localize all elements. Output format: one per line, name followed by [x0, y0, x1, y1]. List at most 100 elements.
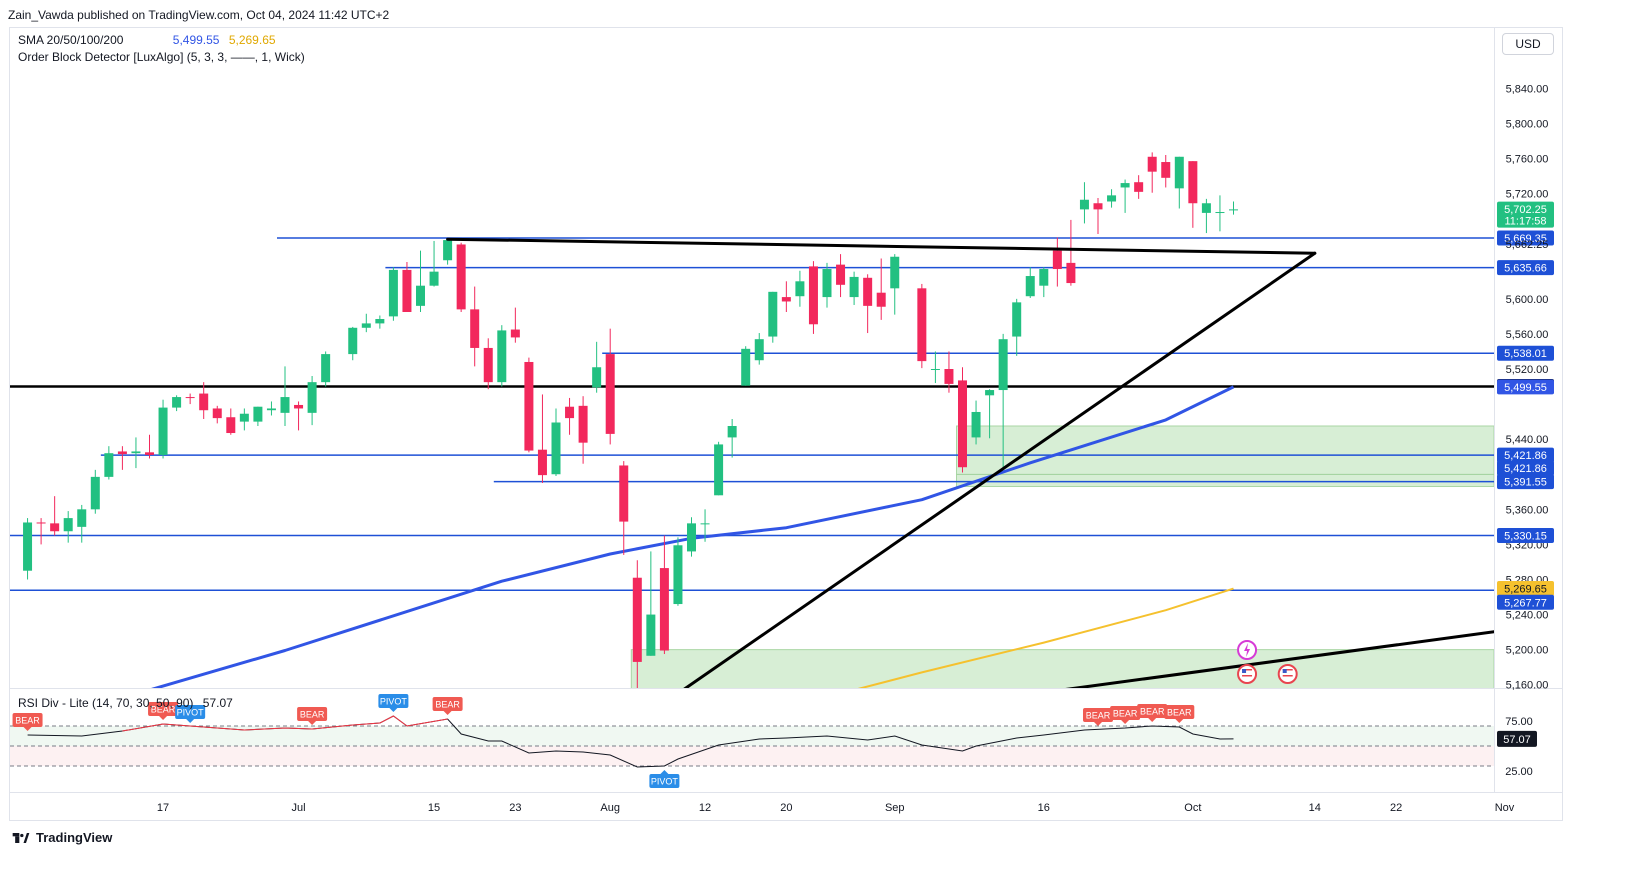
candle-body — [836, 264, 846, 285]
candle — [917, 283, 927, 369]
price-axis-tag-bg — [1497, 594, 1554, 610]
candle — [388, 267, 398, 321]
signal-badge-arrow — [1094, 722, 1102, 726]
price-axis-tag-text: 5,662.25 — [1506, 239, 1549, 251]
candle-body — [294, 404, 304, 409]
candle-body — [687, 523, 696, 552]
us-flag-event-icon — [1237, 664, 1258, 684]
us-flag-stripe — [1242, 669, 1253, 671]
signal-badge-bg — [378, 694, 409, 708]
candle — [172, 395, 182, 412]
candle-body — [619, 465, 629, 522]
time-axis-tick-label: Nov — [1495, 802, 1515, 814]
price-axis-tag: 5,267.77 — [1497, 594, 1554, 610]
candle — [1093, 197, 1103, 234]
us-flag-stripe — [1282, 672, 1293, 674]
candle — [90, 469, 100, 514]
candle-body — [524, 361, 534, 451]
candle — [795, 270, 805, 307]
candle — [985, 389, 995, 439]
candle-body — [321, 354, 331, 383]
order-block-legend[interactable]: Order Block Detector [LuxAlgo] (5, 3, 3,… — [18, 50, 311, 64]
candle — [876, 258, 886, 320]
candle-body — [605, 354, 615, 434]
candle — [443, 238, 453, 265]
candle-body — [917, 288, 927, 362]
sma-legend[interactable]: SMA 20/50/100/200 5,499.55 5,269.65 — [18, 33, 282, 47]
candle-body — [537, 449, 547, 476]
us-flag-stripe — [1242, 675, 1253, 677]
footer-brand: TradingView — [36, 830, 113, 845]
candle — [212, 405, 222, 424]
candle — [280, 366, 290, 427]
candle-body — [1147, 156, 1157, 172]
bear-signal-badge: BEAR — [1164, 705, 1195, 723]
us-flag-ring — [1237, 664, 1258, 684]
candle — [822, 262, 832, 308]
candle — [565, 397, 575, 435]
rsi-legend[interactable]: RSI Div - Lite (14, 70, 30, 50, 90) 57.0… — [18, 696, 239, 710]
bear-signal-badge: BEAR — [12, 713, 43, 731]
candle-body — [1052, 250, 1062, 270]
tradingview-footer[interactable]: TradingView — [12, 830, 112, 845]
candle — [1066, 219, 1076, 286]
price-axis-tick-label: 5,360.00 — [1506, 504, 1549, 516]
candle — [63, 511, 73, 543]
us-flag-stripe — [1282, 675, 1293, 677]
rsi-lower-band — [10, 746, 1494, 766]
candle-body — [253, 406, 263, 422]
signal-badge-text: BEAR — [1086, 711, 1111, 721]
candle — [524, 357, 534, 453]
candle — [294, 401, 304, 431]
candle-body — [185, 397, 195, 399]
candle — [1120, 179, 1130, 213]
candle — [36, 518, 46, 545]
candle-body — [483, 347, 493, 383]
price-axis-tag-text: 5,267.77 — [1504, 597, 1547, 609]
candle-body — [849, 276, 859, 298]
time-axis-tick-label: 15 — [428, 802, 440, 814]
bear-signal-badge: BEAR — [1083, 708, 1113, 726]
price-axis-tick-label: 5,160.00 — [1506, 680, 1549, 692]
rsi-legend-value: 57.07 — [202, 696, 233, 710]
candle — [117, 446, 127, 470]
us-flag-stripe — [1242, 678, 1253, 680]
candle-body — [863, 277, 873, 306]
candle — [537, 394, 547, 484]
price-axis-tag-bg — [1497, 447, 1554, 463]
us-flag-stripe — [1282, 678, 1293, 680]
candle-body — [998, 339, 1008, 391]
pivot-signal-badge: PIVOT — [175, 705, 206, 723]
candle-body — [659, 568, 669, 651]
candle-body — [768, 291, 778, 337]
signal-badge-bg — [1137, 704, 1168, 718]
signal-badge-arrow — [23, 727, 32, 731]
candle — [1174, 156, 1184, 209]
candle — [944, 351, 954, 393]
sma-200-value: 5,269.65 — [228, 33, 276, 47]
signal-badge-bg — [1110, 706, 1141, 720]
candle — [1229, 201, 1238, 215]
price-axis-tag-text: 5,330.15 — [1504, 531, 1547, 543]
candle — [1012, 298, 1022, 356]
candle — [863, 274, 873, 334]
sma-200-line — [857, 587, 1234, 688]
candle-body — [1093, 203, 1103, 210]
price-axis-tag-text: 5,421.86 — [1504, 463, 1547, 475]
rsi-axis-tick-label: 25.00 — [1505, 766, 1533, 778]
currency-selector[interactable]: USD — [1502, 33, 1554, 55]
candle — [239, 408, 249, 431]
price-axis-tick-label: 5,560.00 — [1506, 329, 1549, 341]
candle — [131, 437, 141, 469]
signal-badge-text: BEAR — [1140, 707, 1165, 717]
us-flag-ring — [1277, 664, 1298, 684]
signal-badge-bg — [649, 774, 680, 788]
publisher-line: Zain_Vawda published on TradingView.com,… — [8, 8, 390, 22]
candle — [348, 326, 358, 361]
candle-body — [63, 518, 73, 532]
candle-body — [930, 369, 940, 371]
signal-badge-text: BEAR — [15, 716, 40, 726]
candle-body — [781, 297, 791, 302]
candle-body — [199, 393, 209, 411]
